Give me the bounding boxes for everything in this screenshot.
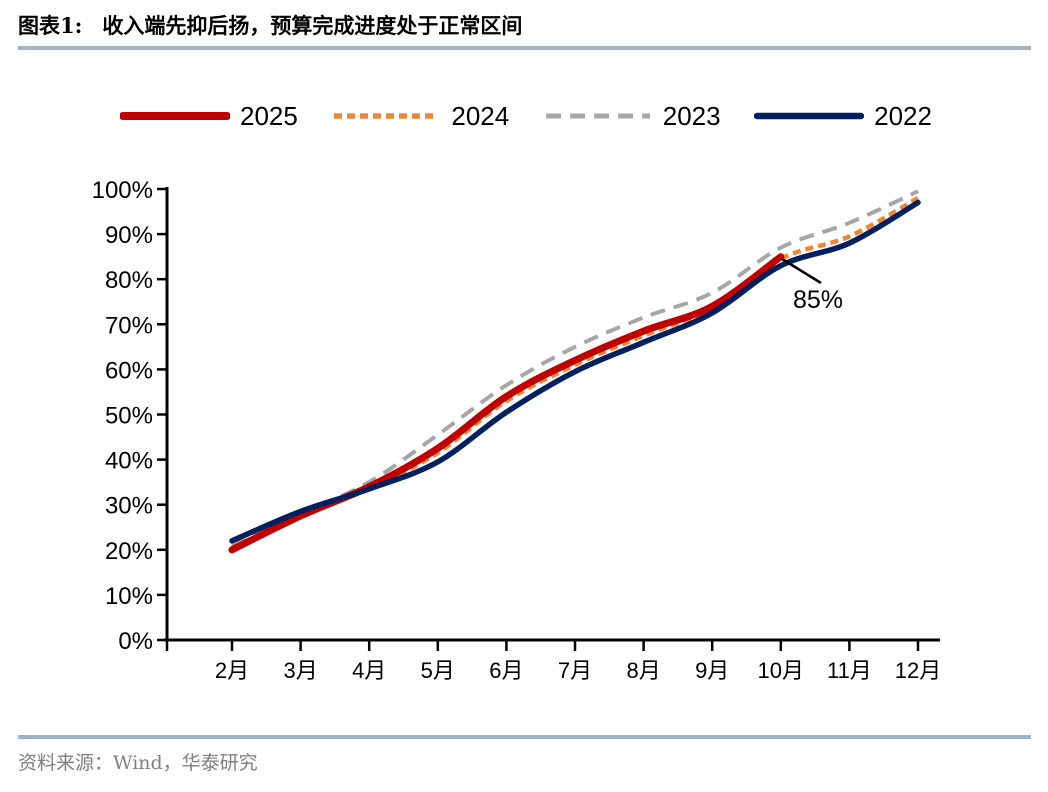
y-tick-label: 40% bbox=[105, 448, 153, 475]
legend-swatch-2024 bbox=[334, 113, 439, 119]
footer-divider bbox=[18, 735, 1031, 739]
y-axis-tick-labels: 0% 10% 20% 30% 40% 50% 60% 70% 80% 90% 100% bbox=[92, 177, 153, 655]
legend-swatch-2025 bbox=[120, 112, 230, 120]
chart-title-text: 收入端先抑后扬，预算完成进度处于正常区间 bbox=[102, 13, 523, 38]
source-note: 资料来源：Wind，华泰研究 bbox=[18, 752, 258, 774]
chart-title-label: 图表1: bbox=[18, 13, 83, 38]
x-tick-label: 11月 bbox=[827, 658, 872, 683]
series-line-2023 bbox=[231, 189, 919, 548]
y-tick-label: 20% bbox=[105, 538, 153, 565]
legend-item-2024: 2024 bbox=[331, 103, 509, 129]
x-axis-tick-labels: 2月 3月 4月 5月 6月 7月 8月 9月 10月 11月 12月 bbox=[215, 658, 941, 683]
y-tick-label: 80% bbox=[105, 267, 153, 294]
chart-series-lines bbox=[228, 189, 921, 554]
legend-swatch-2023 bbox=[545, 113, 650, 119]
x-tick-label: 10月 bbox=[758, 658, 804, 683]
y-tick-label: 30% bbox=[105, 493, 153, 520]
series-line-2022 bbox=[229, 199, 921, 544]
legend-label-2023: 2023 bbox=[662, 101, 721, 131]
x-tick-label: 5月 bbox=[421, 658, 455, 683]
x-tick-label: 3月 bbox=[283, 658, 317, 683]
legend-item-2022: 2022 bbox=[754, 103, 932, 129]
x-tick-label: 2月 bbox=[215, 658, 249, 683]
y-tick-label: 10% bbox=[105, 583, 153, 610]
chart-title: 图表1: 收入端先抑后扬，预算完成进度处于正常区间 bbox=[18, 10, 522, 40]
x-tick-label: 4月 bbox=[352, 658, 386, 683]
legend-label-2024: 2024 bbox=[451, 101, 510, 131]
x-tick-label: 7月 bbox=[558, 658, 592, 683]
series-line-2024 bbox=[231, 196, 920, 550]
x-tick-label: 6月 bbox=[489, 658, 523, 683]
y-tick-label: 90% bbox=[105, 222, 153, 249]
legend-label-2022: 2022 bbox=[874, 101, 932, 131]
y-tick-label: 0% bbox=[118, 628, 153, 655]
y-tick-label: 70% bbox=[105, 312, 153, 339]
y-tick-label: 60% bbox=[105, 357, 153, 384]
annotation-label: 85% bbox=[793, 286, 843, 314]
y-tick-label: 100% bbox=[92, 177, 153, 204]
annotation-callout-line bbox=[781, 257, 822, 285]
chart-axes bbox=[157, 187, 940, 651]
x-tick-label: 8月 bbox=[626, 658, 660, 683]
x-tick-label: 12月 bbox=[895, 658, 941, 683]
legend-label-2025: 2025 bbox=[240, 101, 298, 131]
legend-swatch-2022 bbox=[754, 112, 865, 120]
title-divider bbox=[18, 46, 1031, 50]
legend-item-2023: 2023 bbox=[543, 103, 721, 129]
y-tick-label: 50% bbox=[105, 403, 153, 430]
legend-item-2025: 2025 bbox=[120, 103, 298, 129]
chart-legend: 2025 2024 2023 2022 bbox=[120, 100, 932, 132]
x-tick-label: 9月 bbox=[695, 658, 729, 683]
